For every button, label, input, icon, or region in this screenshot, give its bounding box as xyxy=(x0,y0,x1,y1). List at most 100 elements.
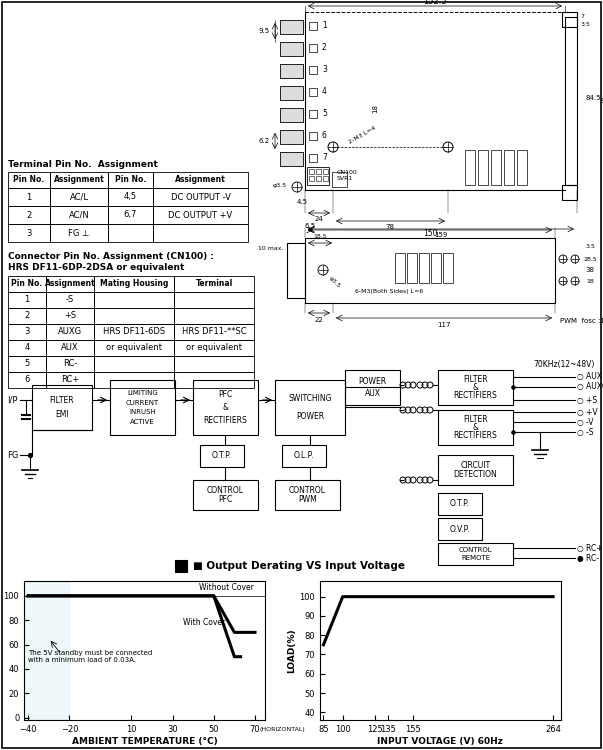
Text: O.V.P.: O.V.P. xyxy=(450,524,470,533)
Text: 84.5: 84.5 xyxy=(586,95,601,101)
Bar xyxy=(174,292,254,308)
Text: POWER: POWER xyxy=(358,377,387,386)
Bar xyxy=(8,188,50,206)
Bar xyxy=(193,480,258,510)
Text: AC/L: AC/L xyxy=(69,193,89,202)
Text: 22: 22 xyxy=(315,317,323,323)
Bar xyxy=(309,88,317,96)
Text: 159: 159 xyxy=(434,232,447,238)
Text: 2: 2 xyxy=(27,211,31,220)
Bar xyxy=(8,340,46,356)
Y-axis label: LOAD (%): LOAD (%) xyxy=(0,627,1,674)
Bar xyxy=(465,150,475,185)
Bar xyxy=(24,581,69,720)
Text: Assignment: Assignment xyxy=(175,176,226,184)
Bar xyxy=(562,12,577,27)
Text: 3.5: 3.5 xyxy=(580,22,590,26)
Bar xyxy=(504,150,514,185)
Bar xyxy=(94,340,174,356)
Text: 18.5: 18.5 xyxy=(313,233,327,238)
Text: 4: 4 xyxy=(322,88,327,97)
Text: 5: 5 xyxy=(322,110,327,118)
Text: The 5V standby must be connected
with a minimum load of 0.03A.: The 5V standby must be connected with a … xyxy=(28,650,153,663)
Text: DETECTION: DETECTION xyxy=(453,470,497,479)
Bar xyxy=(108,224,153,242)
Bar xyxy=(316,176,321,181)
Text: ○ RC+: ○ RC+ xyxy=(577,544,602,553)
Text: 6.2: 6.2 xyxy=(259,138,270,144)
Text: DC OUTPUT -V: DC OUTPUT -V xyxy=(171,193,230,202)
Text: 78: 78 xyxy=(385,224,394,230)
Text: 9.5: 9.5 xyxy=(259,28,270,34)
Text: FILTER: FILTER xyxy=(463,375,488,384)
Bar xyxy=(280,20,303,34)
Bar xyxy=(8,224,50,242)
Text: ■ Output Derating VS Input Voltage: ■ Output Derating VS Input Voltage xyxy=(193,561,405,571)
Bar xyxy=(438,410,513,445)
Text: ○ +V: ○ +V xyxy=(577,407,598,416)
Text: 1: 1 xyxy=(322,22,327,31)
Bar xyxy=(8,324,46,340)
Bar xyxy=(108,188,153,206)
Bar xyxy=(438,370,513,405)
Bar xyxy=(562,185,577,200)
Text: FILTER: FILTER xyxy=(463,415,488,424)
Bar xyxy=(94,324,174,340)
Text: φ3.5: φ3.5 xyxy=(273,182,287,188)
Text: Pin No.: Pin No. xyxy=(11,280,43,289)
Text: I/P: I/P xyxy=(7,395,18,404)
Text: 7: 7 xyxy=(322,154,327,163)
Bar xyxy=(46,324,94,340)
Bar xyxy=(280,64,303,78)
Text: POWER: POWER xyxy=(296,412,324,421)
Bar xyxy=(108,172,153,188)
X-axis label: INPUT VOLTAGE (V) 60Hz: INPUT VOLTAGE (V) 60Hz xyxy=(377,736,503,746)
Bar xyxy=(46,340,94,356)
Bar xyxy=(309,132,317,140)
Bar xyxy=(323,169,328,174)
Bar xyxy=(280,108,303,122)
Text: CURRENT: CURRENT xyxy=(126,400,159,406)
Bar xyxy=(316,169,321,174)
Bar xyxy=(280,42,303,56)
Bar xyxy=(438,543,513,565)
Bar xyxy=(8,292,46,308)
Text: 4: 4 xyxy=(24,344,30,352)
Text: (HORIZONTAL): (HORIZONTAL) xyxy=(259,728,305,732)
Text: AC/N: AC/N xyxy=(69,211,89,220)
Text: 70KHz(12~48V): 70KHz(12~48V) xyxy=(534,360,595,369)
Bar xyxy=(309,22,317,30)
Bar xyxy=(8,372,46,388)
Text: -S: -S xyxy=(66,296,74,304)
Text: FILTER: FILTER xyxy=(49,396,74,405)
Text: 5: 5 xyxy=(24,359,30,368)
Text: ○ -S: ○ -S xyxy=(577,427,593,436)
Text: REMOTE: REMOTE xyxy=(461,554,490,560)
Text: 2: 2 xyxy=(322,44,327,52)
Text: O.T.P.: O.T.P. xyxy=(450,500,470,508)
Bar xyxy=(282,445,326,467)
Bar xyxy=(280,152,303,166)
Text: 38: 38 xyxy=(586,268,595,274)
Bar xyxy=(275,480,340,510)
Text: PFC: PFC xyxy=(218,391,233,400)
Text: 18: 18 xyxy=(372,104,378,113)
Text: ACTIVE: ACTIVE xyxy=(130,419,155,425)
Bar xyxy=(175,560,187,572)
Text: ○ AUXG: ○ AUXG xyxy=(577,382,603,392)
Text: 4.5: 4.5 xyxy=(297,199,308,205)
Bar xyxy=(309,176,314,181)
Text: or equivalent: or equivalent xyxy=(106,344,162,352)
Text: SWITCHING: SWITCHING xyxy=(288,394,332,404)
Text: φ3.5: φ3.5 xyxy=(328,275,341,289)
Text: Pin No.: Pin No. xyxy=(115,176,146,184)
Text: 6.5: 6.5 xyxy=(305,223,315,229)
Text: 152.5: 152.5 xyxy=(423,0,447,7)
Bar xyxy=(287,243,305,298)
Text: CONTROL: CONTROL xyxy=(289,486,326,495)
Text: FG: FG xyxy=(7,451,18,460)
Bar xyxy=(345,370,400,405)
Bar xyxy=(50,224,108,242)
Bar xyxy=(50,188,108,206)
Text: Assignment: Assignment xyxy=(45,280,95,289)
